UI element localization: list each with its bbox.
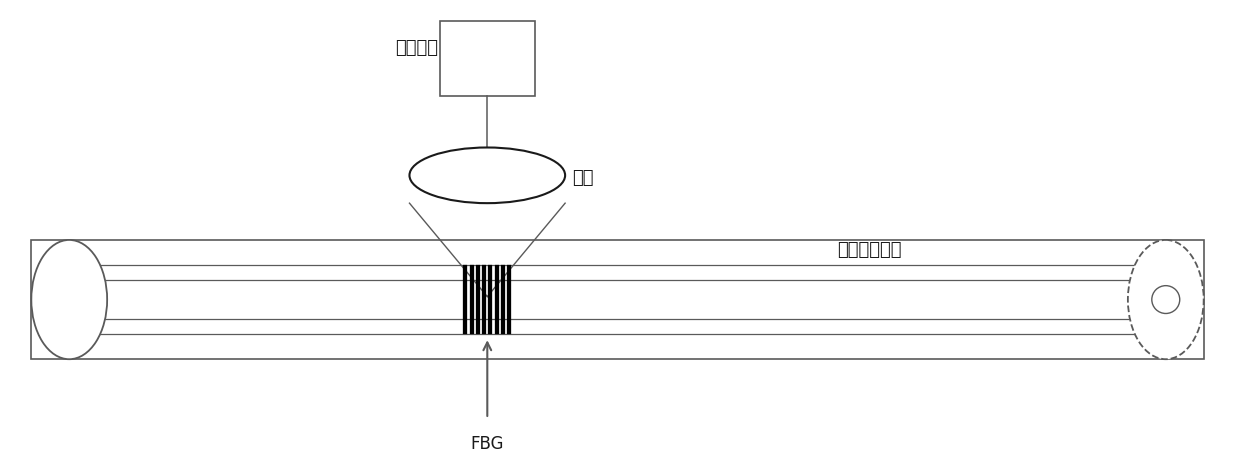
Text: 透镜: 透镜 bbox=[572, 169, 594, 187]
Text: 飞秒激光: 飞秒激光 bbox=[396, 39, 439, 57]
Ellipse shape bbox=[1128, 240, 1204, 359]
Bar bbox=[470, 265, 474, 334]
Ellipse shape bbox=[31, 240, 107, 359]
Bar bbox=[489, 265, 492, 334]
Text: 带涂覆层光纤: 带涂覆层光纤 bbox=[837, 241, 901, 259]
Bar bbox=[495, 265, 498, 334]
Bar bbox=[507, 265, 511, 334]
Ellipse shape bbox=[409, 147, 565, 203]
Bar bbox=[31, 240, 1204, 359]
Bar bbox=[476, 265, 480, 334]
Bar bbox=[482, 265, 486, 334]
Circle shape bbox=[1152, 286, 1179, 313]
Bar bbox=[501, 265, 505, 334]
Bar bbox=[440, 21, 536, 96]
Bar bbox=[464, 265, 467, 334]
Text: FBG: FBG bbox=[470, 435, 503, 453]
